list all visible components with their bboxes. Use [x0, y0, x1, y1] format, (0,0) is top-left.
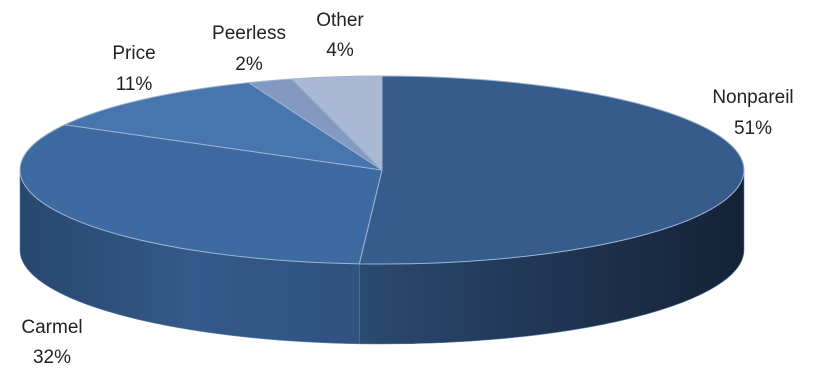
slice-value-carmel: 32%: [33, 347, 71, 368]
slice-label-other: Other: [316, 10, 364, 31]
slice-label-peerless: Peerless: [212, 23, 286, 44]
slice-label-price: Price: [112, 43, 155, 64]
slice-top-nonpareil: [358, 75, 745, 265]
slice-top-price: [64, 82, 383, 171]
pie-labels: Nonpareil 51% Carmel 32% Price 11% Peerl…: [21, 10, 793, 368]
slice-value-price: 11%: [116, 74, 153, 95]
slice-top-other: [291, 75, 383, 171]
slice-label-carmel: Carmel: [21, 317, 82, 338]
slice-value-other: 4%: [326, 40, 354, 61]
slice-top-carmel: [19, 124, 383, 265]
slice-label-nonpareil: Nonpareil: [712, 87, 793, 108]
slice-value-peerless: 2%: [235, 54, 263, 75]
slice-value-nonpareil: 51%: [734, 118, 772, 139]
pie-tops: [19, 75, 745, 265]
